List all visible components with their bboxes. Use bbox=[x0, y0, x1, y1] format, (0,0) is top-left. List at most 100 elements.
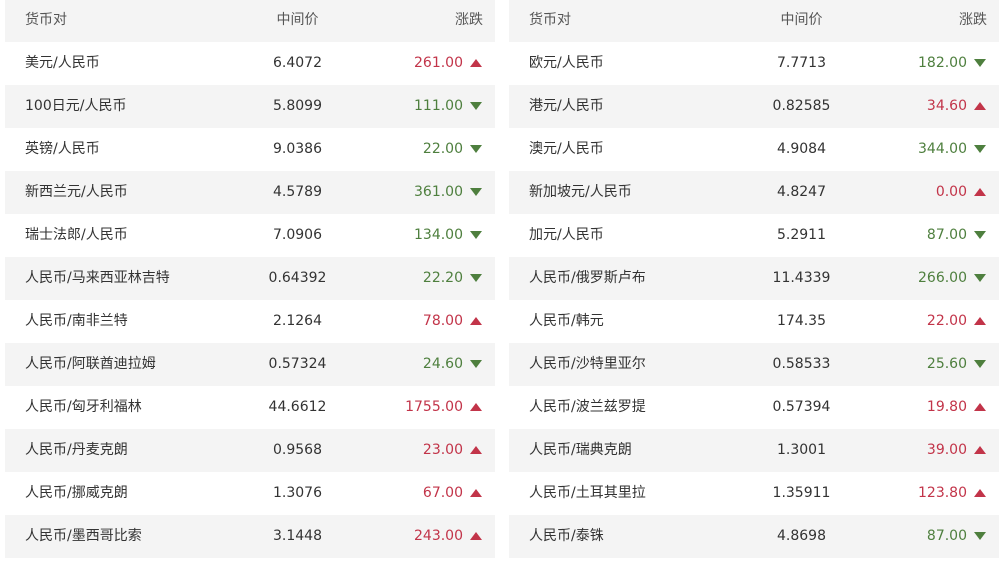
table-row[interactable]: 人民币/挪威克朗 1.3076 67.00 bbox=[5, 472, 495, 515]
mid-price: 4.8247 bbox=[777, 184, 826, 200]
currency-pair: 人民币/丹麦克朗 bbox=[25, 442, 128, 458]
currency-pair: 新西兰元/人民币 bbox=[25, 184, 128, 200]
table-row[interactable]: 人民币/俄罗斯卢布 11.4339 266.00 bbox=[509, 257, 999, 300]
change-value: 266.00 bbox=[918, 270, 967, 286]
mid-price: 0.64392 bbox=[268, 270, 327, 286]
triangle-up-icon bbox=[470, 489, 482, 497]
table-row[interactable]: 人民币/沙特里亚尔 0.58533 25.60 bbox=[509, 343, 999, 386]
change-value: 67.00 bbox=[422, 485, 463, 501]
triangle-up-icon bbox=[974, 489, 986, 497]
triangle-down-icon bbox=[470, 145, 482, 153]
currency-pair: 人民币/沙特里亚尔 bbox=[529, 356, 646, 372]
change-value: 134.00 bbox=[414, 227, 463, 243]
change-value: 344.00 bbox=[918, 141, 967, 157]
table-header: 货币对 中间价 涨跌 bbox=[509, 0, 999, 42]
table-row[interactable]: 人民币/瑞典克朗 1.3001 39.00 bbox=[509, 429, 999, 472]
mid-price: 1.35911 bbox=[772, 485, 831, 501]
rate-table-left: 货币对 中间价 涨跌美元/人民币 6.4072 261.00 100日元/人民币 5.809… bbox=[5, 0, 495, 558]
table-row[interactable]: 新西兰元/人民币 4.5789 361.00 bbox=[5, 171, 495, 214]
change-value: 34.60 bbox=[926, 98, 967, 114]
table-row[interactable]: 新加坡元/人民币 4.8247 0.00 bbox=[509, 171, 999, 214]
mid-price: 5.8099 bbox=[273, 98, 322, 114]
currency-pair: 美元/人民币 bbox=[25, 55, 100, 71]
currency-pair: 人民币/泰铢 bbox=[529, 528, 604, 544]
triangle-up-icon bbox=[974, 403, 986, 411]
triangle-down-icon bbox=[974, 274, 986, 282]
mid-price: 0.57324 bbox=[268, 356, 327, 372]
header-pair: 货币对 bbox=[529, 12, 571, 28]
triangle-up-icon bbox=[974, 102, 986, 110]
change-value: 243.00 bbox=[414, 528, 463, 544]
table-row[interactable]: 人民币/阿联酋迪拉姆 0.57324 24.60 bbox=[5, 343, 495, 386]
table-row[interactable]: 瑞士法郎/人民币 7.0906 134.00 bbox=[5, 214, 495, 257]
change-value: 24.60 bbox=[422, 356, 463, 372]
table-row[interactable]: 欧元/人民币 7.7713 182.00 bbox=[509, 42, 999, 85]
mid-price: 3.1448 bbox=[273, 528, 322, 544]
mid-price: 4.5789 bbox=[273, 184, 322, 200]
triangle-up-icon bbox=[974, 446, 986, 454]
mid-price: 0.57394 bbox=[772, 399, 831, 415]
triangle-down-icon bbox=[974, 231, 986, 239]
currency-pair: 港元/人民币 bbox=[529, 98, 604, 114]
mid-price: 1.3076 bbox=[273, 485, 322, 501]
mid-price: 2.1264 bbox=[273, 313, 322, 329]
change-value: 87.00 bbox=[926, 227, 967, 243]
currency-pair: 澳元/人民币 bbox=[529, 141, 604, 157]
change-value: 22.20 bbox=[422, 270, 463, 286]
table-row[interactable]: 人民币/泰铢 4.8698 87.00 bbox=[509, 515, 999, 558]
change-value: 78.00 bbox=[422, 313, 463, 329]
triangle-up-icon bbox=[470, 317, 482, 325]
currency-pair: 人民币/马来西亚林吉特 bbox=[25, 270, 170, 286]
header-change: 涨跌 bbox=[455, 12, 483, 28]
table-row[interactable]: 人民币/丹麦克朗 0.9568 23.00 bbox=[5, 429, 495, 472]
change-value: 22.00 bbox=[926, 313, 967, 329]
change-value: 182.00 bbox=[918, 55, 967, 71]
header-mid: 中间价 bbox=[780, 12, 823, 28]
change-value: 19.80 bbox=[926, 399, 967, 415]
currency-pair: 人民币/俄罗斯卢布 bbox=[529, 270, 646, 286]
table-row[interactable]: 人民币/土耳其里拉 1.35911 123.80 bbox=[509, 472, 999, 515]
table-row[interactable]: 人民币/匈牙利福林 44.6612 1755.00 bbox=[5, 386, 495, 429]
change-value: 25.60 bbox=[926, 356, 967, 372]
header-pair: 货币对 bbox=[25, 12, 67, 28]
currency-pair: 人民币/挪威克朗 bbox=[25, 485, 128, 501]
table-row[interactable]: 港元/人民币 0.82585 34.60 bbox=[509, 85, 999, 128]
triangle-up-icon bbox=[470, 403, 482, 411]
change-value: 23.00 bbox=[422, 442, 463, 458]
mid-price: 7.0906 bbox=[273, 227, 322, 243]
triangle-down-icon bbox=[974, 59, 986, 67]
table-row[interactable]: 100日元/人民币 5.8099 111.00 bbox=[5, 85, 495, 128]
currency-pair: 人民币/匈牙利福林 bbox=[25, 399, 142, 415]
table-row[interactable]: 加元/人民币 5.2911 87.00 bbox=[509, 214, 999, 257]
currency-pair: 人民币/南非兰特 bbox=[25, 313, 128, 329]
mid-price: 0.9568 bbox=[273, 442, 322, 458]
currency-pair: 人民币/阿联酋迪拉姆 bbox=[25, 356, 156, 372]
mid-price: 174.35 bbox=[777, 313, 826, 329]
currency-pair: 人民币/土耳其里拉 bbox=[529, 485, 646, 501]
change-value: 261.00 bbox=[414, 55, 463, 71]
currency-pair: 人民币/墨西哥比索 bbox=[25, 528, 142, 544]
currency-pair: 瑞士法郎/人民币 bbox=[25, 227, 128, 243]
mid-price: 6.4072 bbox=[273, 55, 322, 71]
change-value: 0.00 bbox=[935, 184, 967, 200]
table-row[interactable]: 美元/人民币 6.4072 261.00 bbox=[5, 42, 495, 85]
mid-price: 7.7713 bbox=[777, 55, 826, 71]
currency-pair: 英镑/人民币 bbox=[25, 141, 100, 157]
table-row[interactable]: 英镑/人民币 9.0386 22.00 bbox=[5, 128, 495, 171]
table-row[interactable]: 人民币/韩元 174.35 22.00 bbox=[509, 300, 999, 343]
table-header: 货币对 中间价 涨跌 bbox=[5, 0, 495, 42]
mid-price: 11.4339 bbox=[772, 270, 831, 286]
triangle-down-icon bbox=[470, 102, 482, 110]
currency-pair: 欧元/人民币 bbox=[529, 55, 604, 71]
currency-pair: 新加坡元/人民币 bbox=[529, 184, 632, 200]
mid-price: 0.82585 bbox=[772, 98, 831, 114]
table-row[interactable]: 人民币/波兰兹罗提 0.57394 19.80 bbox=[509, 386, 999, 429]
mid-price: 4.9084 bbox=[777, 141, 826, 157]
table-row[interactable]: 人民币/墨西哥比索 3.1448 243.00 bbox=[5, 515, 495, 558]
change-value: 123.80 bbox=[918, 485, 967, 501]
table-row[interactable]: 人民币/南非兰特 2.1264 78.00 bbox=[5, 300, 495, 343]
table-row[interactable]: 澳元/人民币 4.9084 344.00 bbox=[509, 128, 999, 171]
triangle-down-icon bbox=[974, 360, 986, 368]
table-row[interactable]: 人民币/马来西亚林吉特 0.64392 22.20 bbox=[5, 257, 495, 300]
